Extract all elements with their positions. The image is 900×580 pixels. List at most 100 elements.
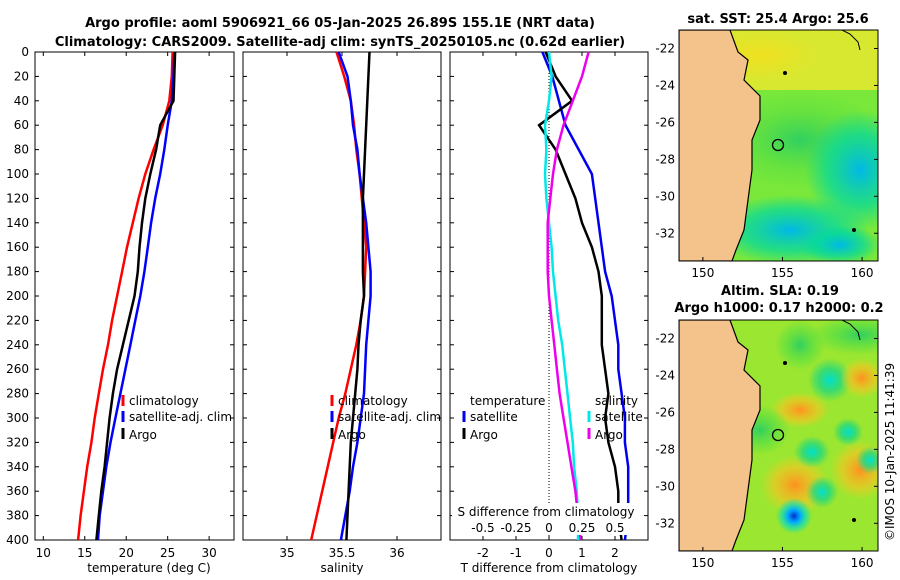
- x-tick-label: 25: [160, 546, 175, 560]
- map-x-tick-label: 160: [851, 266, 874, 280]
- map-x-tick-label: 155: [771, 556, 794, 570]
- x-tick-label: 30: [201, 546, 216, 560]
- salinity-xlabel: salinity: [320, 561, 363, 575]
- x-tick-label: 0: [545, 546, 553, 560]
- y-tick-label: 40: [14, 94, 29, 108]
- sst-map-title: sat. SST: 25.4 Argo: 25.6: [687, 12, 868, 27]
- y-tick-label: 180: [6, 265, 29, 279]
- temperature-xlabel: temperature (deg C): [87, 561, 210, 575]
- y-tick-label: 160: [6, 240, 29, 254]
- s-tick-label: 0.25: [569, 521, 596, 535]
- sst-map-panel: sat. SST: 25.4 Argo: 25.6 150 155 160 -22 -2…: [655, 12, 879, 280]
- series-line-argo: [95, 51, 177, 541]
- y-tick-label: 60: [14, 118, 29, 132]
- temperature-tick-labels: 10 15 20 25 30: [35, 51, 234, 560]
- y-tick-label: 280: [6, 387, 29, 401]
- map-y-tick-label: -30: [655, 479, 675, 493]
- figure-title-line2: Climatology: CARS2009. Satellite-adj cli…: [55, 35, 625, 50]
- depth-tick-labels: 0 20 40 60 80 100 120 140 160 180 200 220 240 260 280 3…: [6, 45, 29, 547]
- sla-argo-marker: [771, 428, 785, 442]
- y-tick-label: 340: [6, 460, 29, 474]
- series-line-t-satellite: [541, 51, 630, 541]
- map-y-tick-label: -22: [655, 41, 675, 55]
- t-difference-xlabel: T difference from climatology: [460, 561, 638, 575]
- legend-satellite-adj: satellite-adj. clim: [129, 410, 232, 424]
- sst-map-tick-labels: 150 155 160 -22 -24 -26 -28 -30 -32: [655, 41, 878, 280]
- map-y-tick-label: -26: [655, 115, 675, 129]
- salinity-legend: climatology satellite-adj. clim Argo: [330, 394, 441, 442]
- y-tick-label: 0: [21, 45, 29, 59]
- legend-temperature-title: temperature: [470, 394, 545, 408]
- legend-argo: Argo: [338, 428, 366, 442]
- x-tick-label: 36: [389, 546, 404, 560]
- legend-satellite-adj: satellite-adj. clim: [338, 410, 441, 424]
- legend-salinity-title: salinity: [595, 394, 638, 408]
- legend-t-argo: Argo: [470, 428, 498, 442]
- map-x-tick-label: 150: [691, 266, 714, 280]
- legend-s-argo: Argo: [595, 428, 623, 442]
- legend-argo: Argo: [129, 428, 157, 442]
- x-tick-label: 1: [578, 546, 586, 560]
- sst-argo-marker: [771, 138, 785, 152]
- y-tick-label: 220: [6, 313, 29, 327]
- sla-map-title: Altim. SLA: 0.19: [721, 284, 839, 299]
- difference-series: [537, 51, 630, 541]
- y-tick-label: 360: [6, 484, 29, 498]
- series-line-argo: [345, 51, 371, 541]
- y-tick-label: 200: [6, 289, 29, 303]
- y-tick-label: 400: [6, 533, 29, 547]
- x-tick-label: 2: [611, 546, 619, 560]
- map-y-tick-label: -28: [655, 442, 675, 456]
- s-difference-tick-labels: -0.5 -0.25 0 0.25 0.5: [471, 521, 624, 535]
- imos-credit: ©IMOS 10-Jan-2025 11:41:39: [883, 363, 897, 541]
- legend-s-satellite: satellite: [595, 410, 643, 424]
- temperature-series: [76, 51, 177, 541]
- x-tick-label: -2: [477, 546, 489, 560]
- temperature-panel: 0 20 40 60 80 100 120 140 160 180 200 220 240 260 280 3…: [6, 45, 235, 575]
- map-x-tick-label: 160: [851, 556, 874, 570]
- salinity-series: [309, 51, 372, 541]
- series-line-s-argo: [546, 51, 590, 541]
- map-x-tick-label: 155: [771, 266, 794, 280]
- figure-title-line1: Argo profile: aoml 5906921_66 05-Jan-202…: [85, 16, 595, 31]
- difference-legend: temperature satellite Argo salinity sate…: [462, 394, 643, 442]
- series-line-satellite-adj-clim: [337, 51, 372, 541]
- y-tick-label: 300: [6, 411, 29, 425]
- s-difference-label: S difference from climatology: [458, 505, 635, 519]
- legend-t-satellite: satellite: [470, 410, 518, 424]
- sst-coastline: [679, 30, 761, 261]
- s-tick-label: 0.5: [605, 521, 624, 535]
- s-tick-label: -0.25: [500, 521, 531, 535]
- y-tick-label: 260: [6, 362, 29, 376]
- map-y-tick-label: -22: [655, 331, 675, 345]
- x-tick-label: 35: [279, 546, 294, 560]
- sla-coastline: [679, 320, 761, 551]
- x-tick-label: -1: [510, 546, 522, 560]
- y-tick-label: 140: [6, 216, 29, 230]
- x-tick-label: 20: [119, 546, 134, 560]
- s-tick-label: 0: [545, 521, 553, 535]
- y-tick-label: 80: [14, 143, 29, 157]
- legend-climatology: climatology: [338, 394, 408, 408]
- y-tick-label: 20: [14, 69, 29, 83]
- series-line-s-satellite: [543, 51, 580, 540]
- x-tick-label: 10: [36, 546, 51, 560]
- map-y-tick-label: -26: [655, 405, 675, 419]
- x-tick-label: 35.5: [329, 546, 356, 560]
- sla-map-subtitle: Argo h1000: 0.17 h2000: 0.2: [674, 301, 883, 316]
- t-difference-tick-labels: -2 -1 0 1 2: [450, 51, 648, 560]
- map-y-tick-label: -24: [655, 78, 675, 92]
- temperature-legend: climatology satellite-adj. clim Argo: [121, 394, 232, 442]
- y-tick-label: 320: [6, 435, 29, 449]
- map-y-tick-label: -30: [655, 189, 675, 203]
- salinity-panel: 35 35.5 36 salinity climatology satellite-…: [242, 51, 442, 575]
- sla-map-tick-labels: 150 155 160 -22 -24 -26 -28 -30 -32: [655, 331, 878, 570]
- sla-field: [679, 320, 878, 551]
- x-tick-label: 15: [77, 546, 92, 560]
- map-y-tick-label: -24: [655, 368, 675, 382]
- legend-climatology: climatology: [129, 394, 199, 408]
- difference-panel: -2 -1 0 1 2 S difference from climatology -0…: [449, 51, 649, 575]
- map-y-tick-label: -28: [655, 152, 675, 166]
- series-line-satellite-adj-clim: [96, 51, 176, 541]
